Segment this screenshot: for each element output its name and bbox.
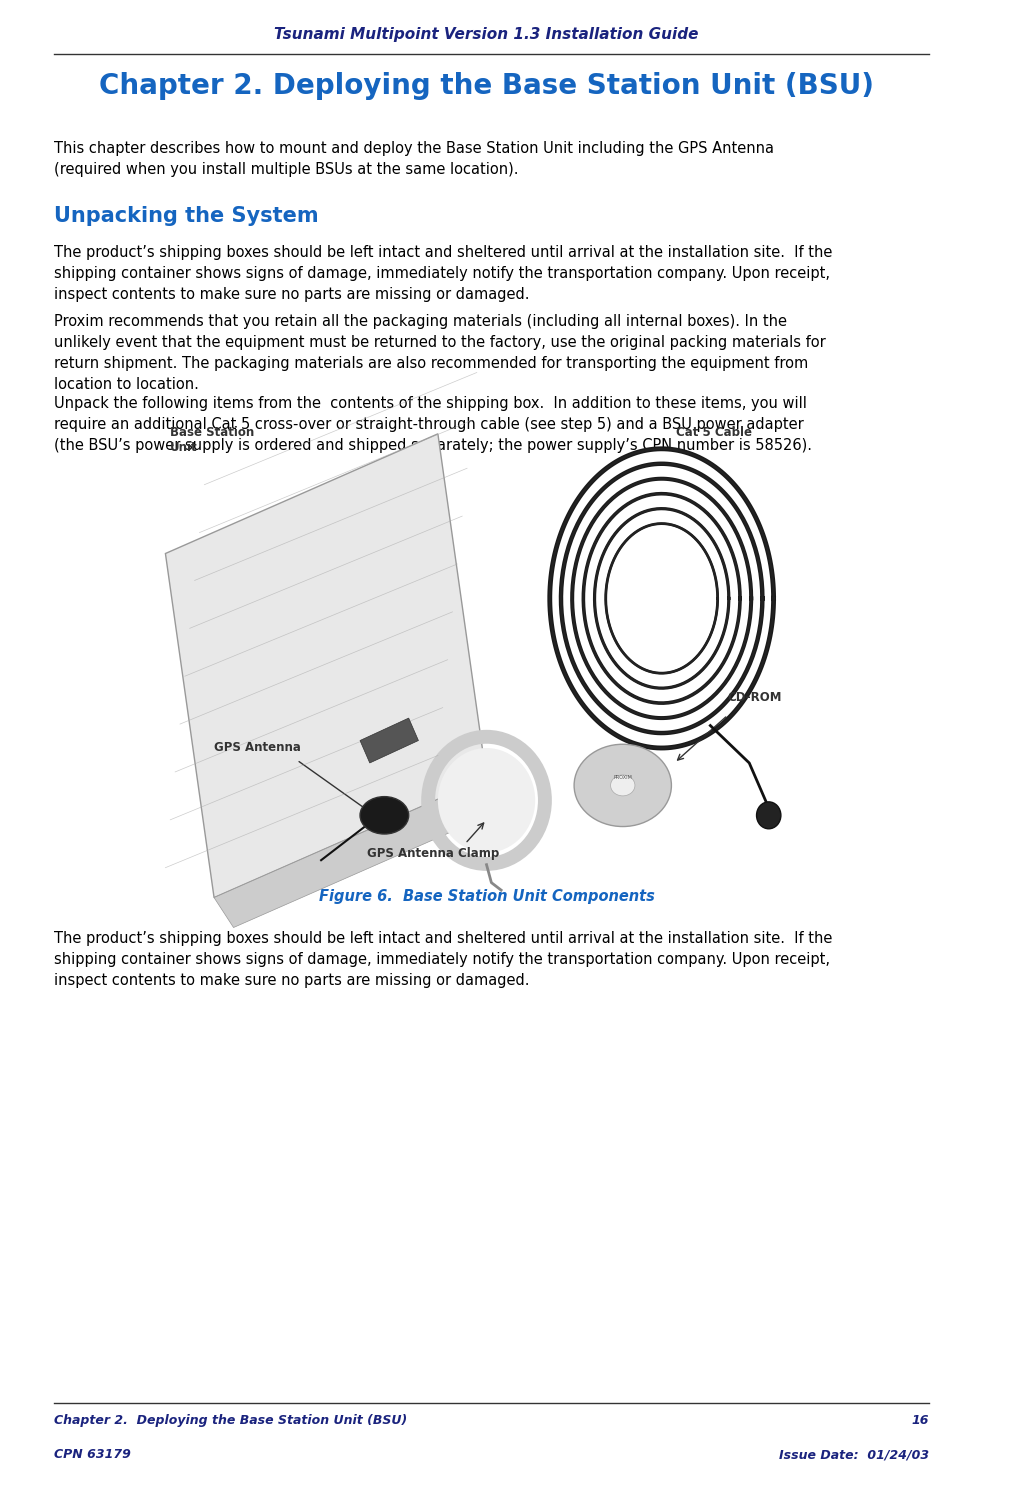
Ellipse shape <box>756 802 780 829</box>
Text: CPN 63179: CPN 63179 <box>54 1448 130 1462</box>
Text: The product’s shipping boxes should be left intact and sheltered until arrival a: The product’s shipping boxes should be l… <box>54 245 832 302</box>
Text: 16: 16 <box>912 1414 929 1427</box>
Text: Proxim recommends that you retain all the packaging materials (including all int: Proxim recommends that you retain all th… <box>54 314 825 392</box>
FancyBboxPatch shape <box>116 419 856 868</box>
Polygon shape <box>166 434 486 898</box>
Text: Base Station
Unit: Base Station Unit <box>170 426 255 455</box>
Ellipse shape <box>360 796 408 835</box>
Ellipse shape <box>438 748 535 853</box>
Text: PROXIM: PROXIM <box>614 775 632 781</box>
Text: The product’s shipping boxes should be left intact and sheltered until arrival a: The product’s shipping boxes should be l… <box>54 931 832 987</box>
Ellipse shape <box>574 745 671 826</box>
Text: Issue Date:  01/24/03: Issue Date: 01/24/03 <box>779 1448 929 1462</box>
Text: Chapter 2. Deploying the Base Station Unit (BSU): Chapter 2. Deploying the Base Station Un… <box>99 72 875 100</box>
Polygon shape <box>214 778 506 928</box>
Text: This chapter describes how to mount and deploy the Base Station Unit including t: This chapter describes how to mount and … <box>54 141 773 177</box>
Text: GPS Antenna: GPS Antenna <box>214 741 301 754</box>
Text: Unpacking the System: Unpacking the System <box>54 206 318 226</box>
Text: Figure 6.  Base Station Unit Components: Figure 6. Base Station Unit Components <box>318 889 654 904</box>
Text: Cat 5 Cable: Cat 5 Cable <box>676 426 752 440</box>
Ellipse shape <box>611 775 635 796</box>
Text: CD-ROM: CD-ROM <box>728 691 783 705</box>
Text: Tsunami Multipoint Version 1.3 Installation Guide: Tsunami Multipoint Version 1.3 Installat… <box>274 27 699 42</box>
Polygon shape <box>360 718 419 763</box>
Text: GPS Antenna Clamp: GPS Antenna Clamp <box>367 847 499 860</box>
Text: Unpack the following items from the  contents of the shipping box.  In addition : Unpack the following items from the cont… <box>54 396 812 453</box>
Text: Chapter 2.  Deploying the Base Station Unit (BSU): Chapter 2. Deploying the Base Station Un… <box>54 1414 406 1427</box>
